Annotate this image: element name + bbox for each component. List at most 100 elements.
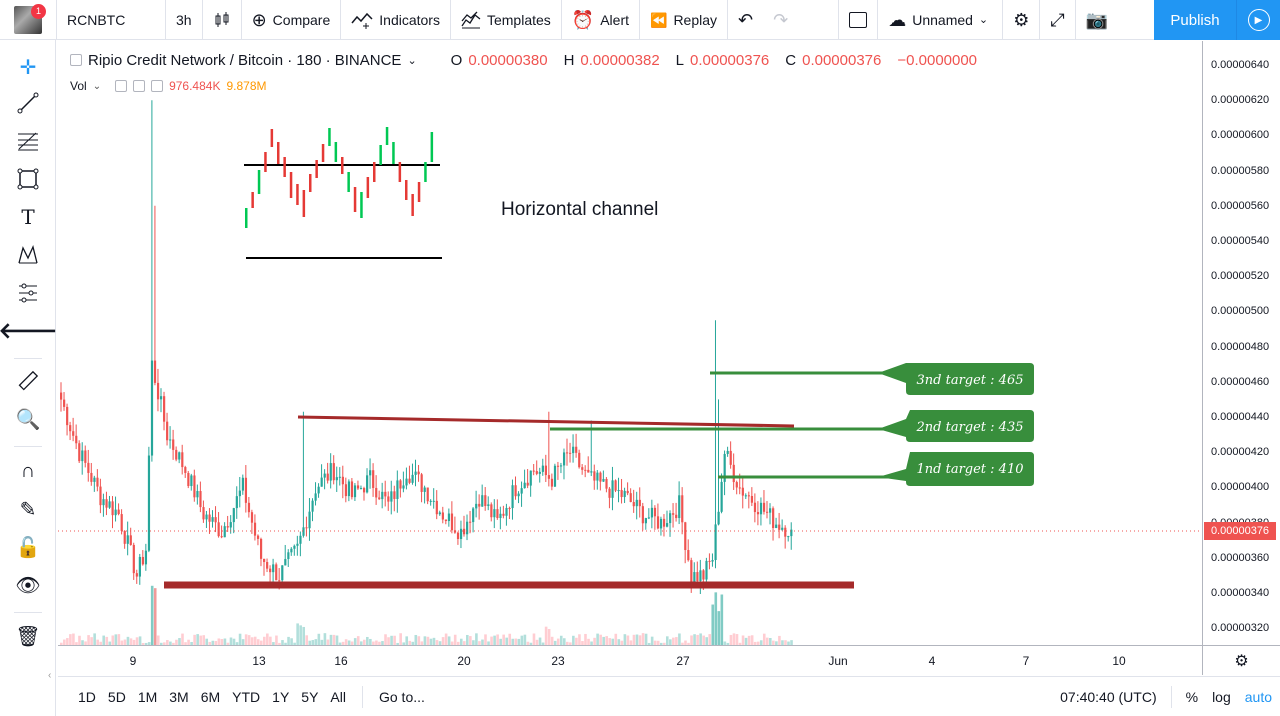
- volume-bar: [502, 634, 505, 645]
- chart-settings-button[interactable]: ⚙: [1202, 645, 1280, 675]
- symbol-title[interactable]: Ripio Credit Network / Bitcoin · 180 · B…: [88, 51, 402, 69]
- remove-tool[interactable]: 🡐: [0, 313, 58, 349]
- rectangle-tool[interactable]: [0, 161, 56, 197]
- range-button-6m[interactable]: 6M: [200, 688, 221, 705]
- lock-drawings[interactable]: 🔓: [0, 529, 56, 565]
- volume-bar: [332, 634, 336, 645]
- chart-canvas[interactable]: 3nd target : 465 2nd target : 435 1nd ta…: [58, 41, 1202, 645]
- chart-pane[interactable]: 3nd target : 465 2nd target : 435 1nd ta…: [58, 41, 1202, 645]
- eye-icon[interactable]: [115, 80, 128, 92]
- fullscreen-button[interactable]: ⤢: [1040, 0, 1074, 40]
- auto-toggle[interactable]: auto: [1244, 689, 1272, 705]
- candle-body: [547, 475, 551, 479]
- eye-icon: 👁: [15, 574, 41, 597]
- publish-video-button[interactable]: ▶: [1236, 0, 1280, 40]
- channel-label[interactable]: Horizontal channel: [501, 199, 658, 220]
- indicators-button[interactable]: Indicators: [341, 0, 450, 40]
- volume-bar: [762, 633, 766, 645]
- price-scale[interactable]: 0.00000640 0.00000620 0.00000600 0.00000580…: [1202, 41, 1280, 645]
- volume-bar: [387, 637, 390, 645]
- volume-bar: [702, 635, 705, 645]
- candle-body: [587, 469, 590, 473]
- candle-body: [253, 522, 257, 536]
- target3-callout[interactable]: 3nd target : 465: [878, 363, 1034, 395]
- change-value: −0.0000000: [897, 51, 978, 69]
- candle-body: [141, 556, 145, 565]
- trend-line-tool[interactable]: [0, 85, 56, 121]
- volume-bar: [111, 635, 115, 645]
- candle-body: [229, 522, 232, 528]
- candle-body: [369, 470, 372, 476]
- hide-drawings[interactable]: 👁: [0, 567, 56, 603]
- time-scale[interactable]: 9 13 16 20 23 27 Jun 4 7 10: [58, 645, 1202, 675]
- collapse-toolbar-icon[interactable]: ‹: [48, 670, 52, 681]
- candle-body: [217, 522, 220, 537]
- replay-button[interactable]: ⏪ Replay: [640, 0, 727, 40]
- volume-bar: [81, 640, 84, 645]
- utc-clock[interactable]: 07:40:40 (UTC): [1060, 689, 1157, 705]
- range-button-3m[interactable]: 3M: [169, 688, 189, 705]
- symbol-label: RCNBTC: [67, 11, 126, 28]
- chevron-down-icon[interactable]: ⌄: [407, 54, 417, 67]
- fullscreen-toggle-button[interactable]: [839, 0, 877, 40]
- compare-button[interactable]: ⊕ Compare: [242, 0, 341, 40]
- layout-menu-button[interactable]: ☁ Unnamed ⌄: [878, 0, 1002, 40]
- target1-callout[interactable]: 1nd target : 410: [878, 452, 1034, 486]
- settings-button[interactable]: ⚙: [1003, 0, 1039, 40]
- volume-label[interactable]: Vol: [70, 79, 87, 93]
- range-button-1m[interactable]: 1M: [137, 688, 158, 705]
- resistance-line[interactable]: [297, 415, 795, 428]
- candle-body: [623, 490, 626, 498]
- volume-legend: Vol ⌄ 976.484K 9.878M: [70, 77, 267, 95]
- candle-body: [787, 536, 790, 538]
- magnet-tool[interactable]: ∩: [0, 453, 56, 489]
- candle-body: [411, 474, 414, 483]
- templates-button[interactable]: Templates: [451, 0, 561, 40]
- measure-tool[interactable]: [0, 363, 56, 399]
- chevron-down-icon[interactable]: ⌄: [92, 80, 102, 92]
- fib-tool[interactable]: [0, 123, 56, 159]
- volume-bar: [432, 637, 436, 645]
- volume-bar: [566, 641, 569, 645]
- snapshot-button[interactable]: 📷: [1076, 0, 1118, 40]
- range-button-5y[interactable]: 5Y: [301, 688, 319, 705]
- chart-type-button[interactable]: [203, 0, 241, 40]
- volume-bar: [417, 636, 421, 645]
- interval-button[interactable]: 3h: [166, 0, 202, 40]
- user-avatar[interactable]: 1: [0, 0, 56, 40]
- lock-open-icon: 🔓: [15, 536, 41, 559]
- text-icon: T: [21, 205, 35, 229]
- goto-button[interactable]: Go to...: [378, 688, 425, 705]
- log-toggle[interactable]: log: [1212, 689, 1231, 705]
- crosshair-tool[interactable]: ✛: [0, 49, 56, 85]
- undo-button[interactable]: ↶: [728, 0, 763, 40]
- range-button-5d[interactable]: 5D: [107, 688, 126, 705]
- close-icon[interactable]: [151, 80, 164, 92]
- range-button-1y[interactable]: 1Y: [272, 688, 290, 705]
- percent-toggle[interactable]: %: [1185, 689, 1199, 705]
- gear-icon[interactable]: [133, 80, 146, 92]
- target2-callout[interactable]: 2nd target : 435: [878, 410, 1034, 442]
- range-button-ytd[interactable]: YTD: [232, 688, 261, 705]
- publish-button[interactable]: Publish: [1154, 0, 1236, 40]
- candle-body: [723, 453, 726, 482]
- redo-button[interactable]: ↷: [763, 0, 798, 40]
- volume-bar: [623, 634, 627, 645]
- remove-drawings[interactable]: 🗑: [0, 618, 56, 654]
- range-button-all[interactable]: All: [330, 688, 346, 705]
- zoom-tool[interactable]: 🔍: [0, 401, 56, 437]
- prediction-tool[interactable]: [0, 275, 56, 311]
- pattern-tool[interactable]: [0, 237, 56, 273]
- candle-body: [508, 507, 511, 509]
- alert-button[interactable]: ⏰ Alert: [562, 0, 639, 40]
- channel-illustration[interactable]: [244, 127, 442, 259]
- candle-body: [132, 544, 135, 574]
- stay-in-drawing-mode[interactable]: ✎: [0, 491, 56, 527]
- volume-bar: [135, 637, 139, 645]
- text-tool[interactable]: T: [0, 199, 56, 235]
- volume-bar: [611, 638, 615, 645]
- range-button-1d[interactable]: 1D: [78, 688, 96, 705]
- symbol-search[interactable]: RCNBTC: [57, 0, 165, 40]
- collapse-legend-icon[interactable]: [70, 54, 82, 66]
- candle-body: [641, 506, 644, 524]
